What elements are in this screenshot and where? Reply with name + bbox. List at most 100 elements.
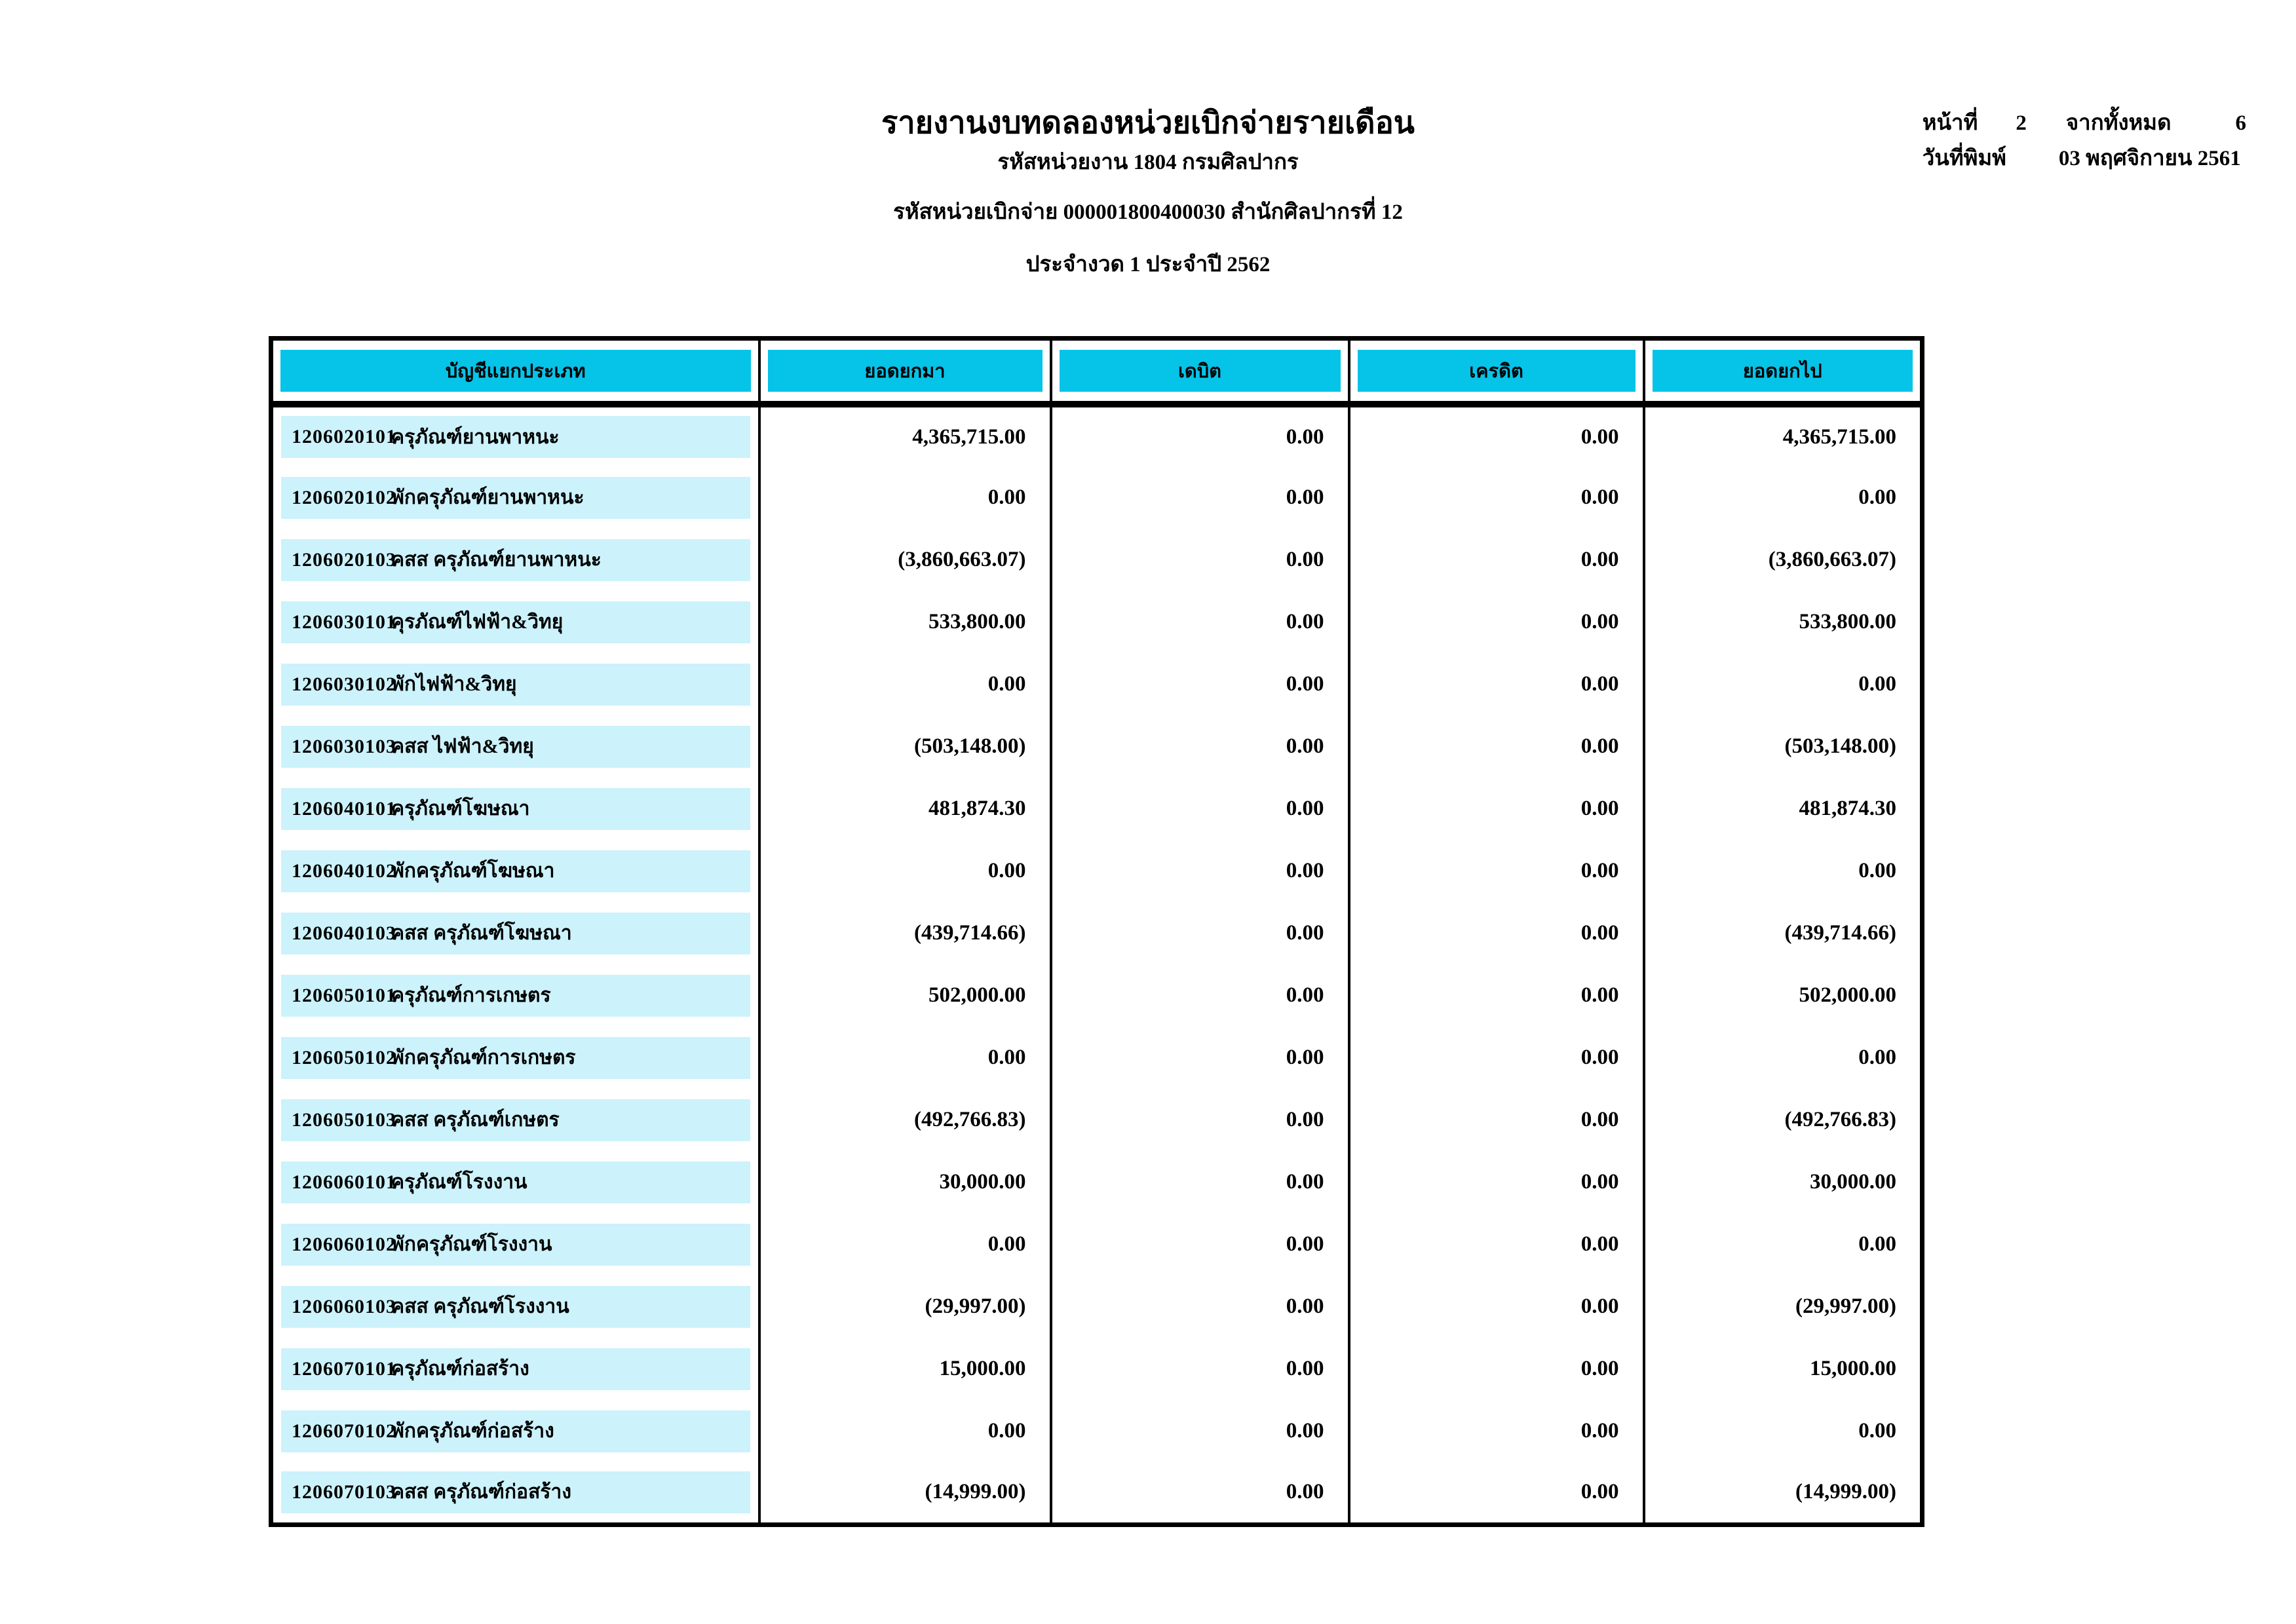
print-date-row: วันที่พิมพ์ 03 พฤศจิกายน 2561 <box>1923 145 2246 172</box>
account-code: 1206070103 <box>292 1481 396 1503</box>
opening-balance: (503,148.00) <box>757 715 1051 778</box>
debit-amount: 0.00 <box>1049 1462 1349 1524</box>
table-row: 1206040103 คสส ครุภัณฑ์โฆษณา (439,714.66) 0… <box>271 902 1923 964</box>
column-header-debit: เดบิต <box>1049 338 1349 407</box>
table-row: 1206060102 พักครุภัณฑ์โรงงาน 0.00 0.00 0.00 0… <box>271 1213 1923 1275</box>
closing-balance: 0.00 <box>1642 1213 1923 1275</box>
account-name: พักครุภัณฑ์โฆษณา <box>391 860 555 882</box>
account-name: คสส ไฟฟ้า&วิทยุ <box>391 736 534 757</box>
closing-balance: (492,766.83) <box>1642 1089 1923 1151</box>
account-code: 1206020102 <box>292 486 396 508</box>
opening-balance: (14,999.00) <box>757 1462 1051 1524</box>
column-header-credit-chip: เครดิต <box>1357 350 1636 392</box>
account-code: 1206060101 <box>292 1171 396 1193</box>
account-cell: 1206060101 ครุภัณฑ์โรงงาน <box>271 1151 759 1213</box>
account-band: 1206040101 ครุภัณฑ์โฆษณา <box>281 787 750 830</box>
account-name: พักครุภัณฑ์โรงงาน <box>391 1234 552 1255</box>
table-row: 1206020101 ครุภัณฑ์ยานพาหนะ 4,365,715.00 0.… <box>271 404 1923 466</box>
column-header-debit-chip: เดบิต <box>1059 350 1341 392</box>
opening-balance: (29,997.00) <box>757 1275 1051 1338</box>
debit-amount: 0.00 <box>1049 778 1349 840</box>
account-cell: 1206020103 คสส ครุภัณฑ์ยานพาหนะ <box>271 529 759 591</box>
credit-amount: 0.00 <box>1347 1462 1644 1524</box>
table-row: 1206040102 พักครุภัณฑ์โฆษณา 0.00 0.00 0.00 0.… <box>271 840 1923 902</box>
account-cell: 1206030103 คสส ไฟฟ้า&วิทยุ <box>271 715 759 778</box>
table-row: 1206030101 คุรภัณฑ์ไฟฟ้า&วิทยุ 533,800.00 0… <box>271 591 1923 653</box>
account-band: 1206030103 คสส ไฟฟ้า&วิทยุ <box>281 725 750 768</box>
account-name: ครุภัณฑ์โฆษณา <box>391 798 530 820</box>
credit-amount: 0.00 <box>1347 1400 1644 1462</box>
account-name: ครุภัณฑ์การเกษตร <box>391 985 551 1006</box>
page-title: รายงานงบทดลองหน่วยเบิกจ่ายรายเดือน <box>881 106 1415 140</box>
account-name: พักไฟฟ้า&วิทยุ <box>391 673 517 695</box>
account-code: 1206020101 <box>292 426 396 447</box>
print-date-label: วันที่พิมพ์ <box>1922 147 2006 170</box>
table-row: 1206020103 คสส ครุภัณฑ์ยานพาหนะ (3,860,663… <box>271 529 1923 591</box>
trial-balance-table: บัญชีแยกประเภท ยอดยกมา เดบิต เครดิต ยอดย… <box>269 336 1924 1527</box>
total-pages: 6 <box>2235 111 2247 135</box>
debit-amount: 0.00 <box>1049 1400 1349 1462</box>
closing-balance: 15,000.00 <box>1642 1338 1923 1400</box>
credit-amount: 0.00 <box>1347 840 1644 902</box>
page-number: 2 <box>2016 111 2027 135</box>
account-cell: 1206040101 ครุภัณฑ์โฆษณา <box>271 778 759 840</box>
account-name: พักครุภัณฑ์ยานพาหนะ <box>391 487 584 508</box>
page-label: หน้าที่ <box>1922 111 1978 135</box>
account-band: 1206030101 คุรภัณฑ์ไฟฟ้า&วิทยุ <box>281 601 750 643</box>
closing-balance: 0.00 <box>1642 466 1923 529</box>
opening-balance: 0.00 <box>757 1027 1051 1089</box>
account-band: 1206020102 พักครุภัณฑ์ยานพาหนะ <box>281 476 750 519</box>
opening-balance: 0.00 <box>757 653 1051 715</box>
account-name: คสส ครุภัณฑ์โฆษณา <box>391 922 572 944</box>
account-cell: 1206040103 คสส ครุภัณฑ์โฆษณา <box>271 902 759 964</box>
credit-amount: 0.00 <box>1347 653 1644 715</box>
account-band: 1206040103 คสส ครุภัณฑ์โฆษณา <box>281 912 750 954</box>
closing-balance: (503,148.00) <box>1642 715 1923 778</box>
account-band: 1206070103 คสส ครุภัณฑ์ก่อสร้าง <box>281 1471 750 1513</box>
disbursement-unit-line: รหัสหน่วยเบิกจ่าย 000001800400030 สำนักศ… <box>893 200 1403 224</box>
closing-balance: (14,999.00) <box>1642 1462 1923 1524</box>
table-row: 1206050101 ครุภัณฑ์การเกษตร 502,000.00 0.00… <box>271 964 1923 1027</box>
column-header-opening-chip: ยอดยกมา <box>767 350 1043 392</box>
table-row: 1206060103 คสส ครุภัณฑ์โรงงาน (29,997.00) 0… <box>271 1275 1923 1338</box>
account-code: 1206040103 <box>292 922 396 944</box>
opening-balance: 30,000.00 <box>757 1151 1051 1213</box>
account-name: ครุภัณฑ์ยานพาหนะ <box>391 426 560 448</box>
page-number-row: หน้าที่ 2 จากทั้งหมด 6 <box>1923 110 2246 136</box>
account-band: 1206020101 ครุภัณฑ์ยานพาหนะ <box>281 416 750 458</box>
account-code: 1206040101 <box>292 797 396 820</box>
print-date: 03 พฤศจิกายน 2561 <box>2058 147 2241 170</box>
credit-amount: 0.00 <box>1347 1089 1644 1151</box>
account-name: ครุภัณฑ์ก่อสร้าง <box>391 1358 529 1380</box>
opening-balance: 0.00 <box>757 1213 1051 1275</box>
account-code: 1206060102 <box>292 1233 396 1255</box>
opening-balance: (439,714.66) <box>757 902 1051 964</box>
credit-amount: 0.00 <box>1347 1027 1644 1089</box>
closing-balance: 533,800.00 <box>1642 591 1923 653</box>
account-cell: 1206060103 คสส ครุภัณฑ์โรงงาน <box>271 1275 759 1338</box>
account-cell: 1206050103 คสส ครุภัณฑ์เกษตร <box>271 1089 759 1151</box>
opening-balance: 502,000.00 <box>757 964 1051 1027</box>
opening-balance: 533,800.00 <box>757 591 1051 653</box>
credit-amount: 0.00 <box>1347 1213 1644 1275</box>
table-row: 1206030103 คสส ไฟฟ้า&วิทยุ (503,148.00) 0.0… <box>271 715 1923 778</box>
debit-amount: 0.00 <box>1049 964 1349 1027</box>
table-header: บัญชีแยกประเภท ยอดยกมา เดบิต เครดิต ยอดย… <box>271 338 1923 407</box>
table-row: 1206060101 ครุภัณฑ์โรงงาน 30,000.00 0.00 0.0… <box>271 1151 1923 1213</box>
account-cell: 1206060102 พักครุภัณฑ์โรงงาน <box>271 1213 759 1275</box>
closing-balance: 0.00 <box>1642 1027 1923 1089</box>
opening-balance: 0.00 <box>757 1400 1051 1462</box>
period-line: ประจำงวด 1 ประจำปี 2562 <box>1025 253 1271 276</box>
column-header-account-chip: บัญชีแยกประเภท <box>280 350 751 392</box>
table-header-row: บัญชีแยกประเภท ยอดยกมา เดบิต เครดิต ยอดย… <box>271 338 1923 407</box>
debit-amount: 0.00 <box>1049 1027 1349 1089</box>
account-code: 1206050102 <box>292 1046 396 1068</box>
debit-amount: 0.00 <box>1049 1089 1349 1151</box>
account-code: 1206070102 <box>292 1420 396 1442</box>
debit-amount: 0.00 <box>1049 715 1349 778</box>
debit-amount: 0.00 <box>1049 653 1349 715</box>
account-code: 1206050103 <box>292 1108 396 1131</box>
table-row: 1206030102 พักไฟฟ้า&วิทยุ 0.00 0.00 0.00 0.00 <box>271 653 1923 715</box>
table-row: 1206050102 พักครุภัณฑ์การเกษตร 0.00 0.00 0.0… <box>271 1027 1923 1089</box>
account-code: 1206030102 <box>292 673 396 695</box>
